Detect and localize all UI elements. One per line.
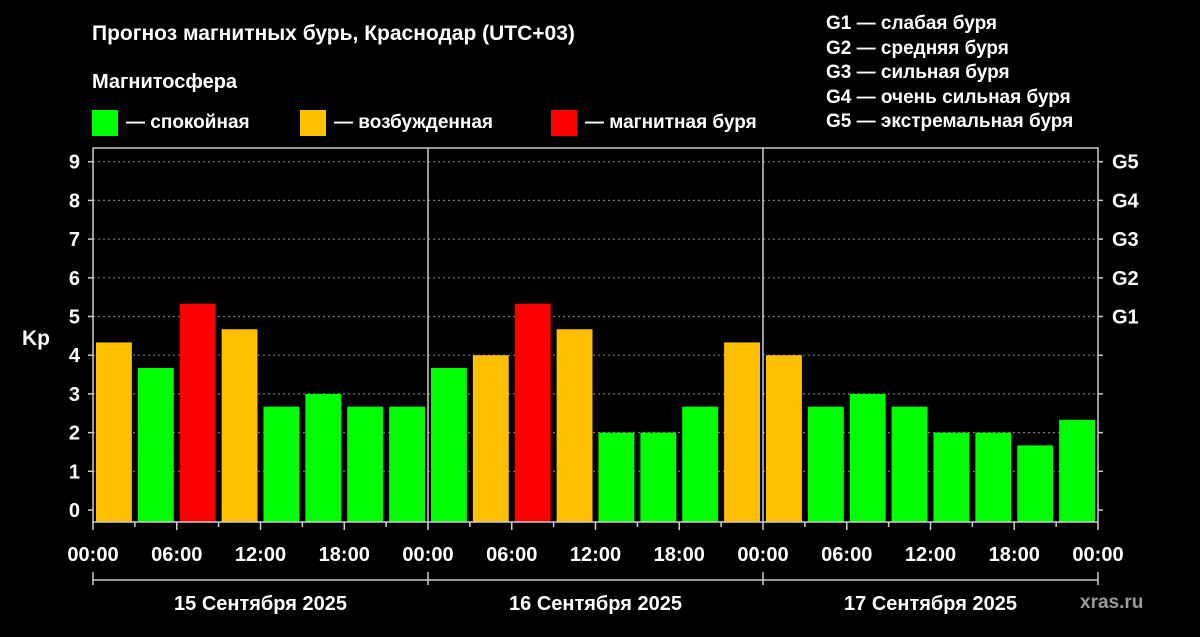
y-tick-label: 3	[69, 384, 80, 406]
y-tick-label: 5	[69, 307, 80, 329]
y-tick-label: 9	[69, 152, 80, 174]
legend-swatch-storm	[551, 110, 577, 136]
bar	[598, 432, 635, 522]
x-tick-label: 06:00	[486, 544, 537, 566]
x-tick-label: 06:00	[151, 544, 202, 566]
bar	[1017, 445, 1054, 522]
y-axis-label: Kp	[22, 327, 50, 350]
bar	[1059, 419, 1095, 522]
bar	[179, 303, 216, 522]
x-tick-label: 00:00	[402, 544, 453, 566]
bar	[849, 393, 886, 522]
y-tick-label: 7	[69, 229, 80, 251]
y-tick-label: 8	[69, 190, 80, 212]
bar	[347, 406, 384, 522]
bar	[933, 432, 970, 522]
y-tick-label: 2	[69, 423, 80, 445]
day-label: 15 Сентября 2025	[174, 593, 347, 615]
bar	[431, 367, 467, 522]
x-tick-label: 12:00	[905, 544, 956, 566]
g-scale-g1: G1 — слабая буря	[826, 13, 998, 34]
bar	[305, 393, 342, 522]
g-scale-g3: G3 — сильная буря	[826, 62, 1010, 83]
bar	[724, 342, 760, 522]
g-level-label: G4	[1112, 190, 1140, 212]
x-tick-label: 06:00	[821, 544, 872, 566]
bar	[891, 406, 928, 522]
bar	[766, 355, 802, 522]
g-level-label: G1	[1112, 307, 1139, 329]
bar	[221, 329, 258, 522]
x-tick-label: 12:00	[235, 544, 286, 566]
legend-item-calm: — спокойная	[92, 110, 250, 136]
g-level-label: G3	[1112, 229, 1139, 251]
bar	[514, 303, 551, 522]
g-scale-legend: G1 — слабая буря G2 — средняя буря G3 — …	[826, 12, 1073, 135]
g-scale-g5: G5 — экстремальная буря	[826, 111, 1074, 132]
x-tick-label: 00:00	[737, 544, 788, 566]
x-tick-label: 00:00	[1072, 544, 1123, 566]
y-tick-label: 6	[69, 268, 80, 290]
day-label: 16 Сентября 2025	[509, 593, 682, 615]
g-level-label: G5	[1112, 152, 1139, 174]
chart-title: Прогноз магнитных бурь, Краснодар (UTC+0…	[92, 22, 575, 45]
legend-item-storm: — магнитная буря	[551, 110, 757, 136]
bar	[682, 406, 719, 522]
y-tick-label: 4	[69, 345, 81, 367]
bar	[96, 342, 132, 522]
bar	[263, 406, 300, 522]
bar	[556, 329, 593, 522]
legend-label-excited: — возбужденная	[334, 112, 494, 133]
x-tick-label: 18:00	[989, 544, 1040, 566]
bar	[137, 367, 174, 522]
y-tick-label: 0	[69, 500, 80, 522]
bar	[807, 406, 844, 522]
legend-label-storm: — магнитная буря	[585, 112, 757, 133]
watermark: xras.ru	[1080, 592, 1144, 613]
bar	[389, 406, 425, 522]
g-scale-g2: G2 — средняя буря	[826, 37, 1009, 59]
bar	[640, 432, 677, 522]
bar	[472, 355, 509, 522]
x-tick-label: 18:00	[319, 544, 370, 566]
x-tick-label: 00:00	[67, 544, 118, 566]
magnetosphere-label: Магнитосфера	[92, 71, 238, 93]
y-tick-label: 1	[69, 461, 80, 483]
x-tick-label: 18:00	[654, 544, 705, 566]
legend-swatch-calm	[92, 110, 118, 136]
g-level-label: G2	[1112, 268, 1139, 290]
g-scale-g4: G4 — очень сильная буря	[826, 86, 1071, 108]
bar	[975, 432, 1012, 522]
legend-item-excited: — возбужденная	[300, 110, 493, 136]
x-tick-label: 12:00	[570, 544, 621, 566]
legend-swatch-excited	[300, 110, 326, 136]
legend-label-calm: — спокойная	[126, 112, 250, 133]
day-label: 17 Сентября 2025	[844, 593, 1017, 615]
